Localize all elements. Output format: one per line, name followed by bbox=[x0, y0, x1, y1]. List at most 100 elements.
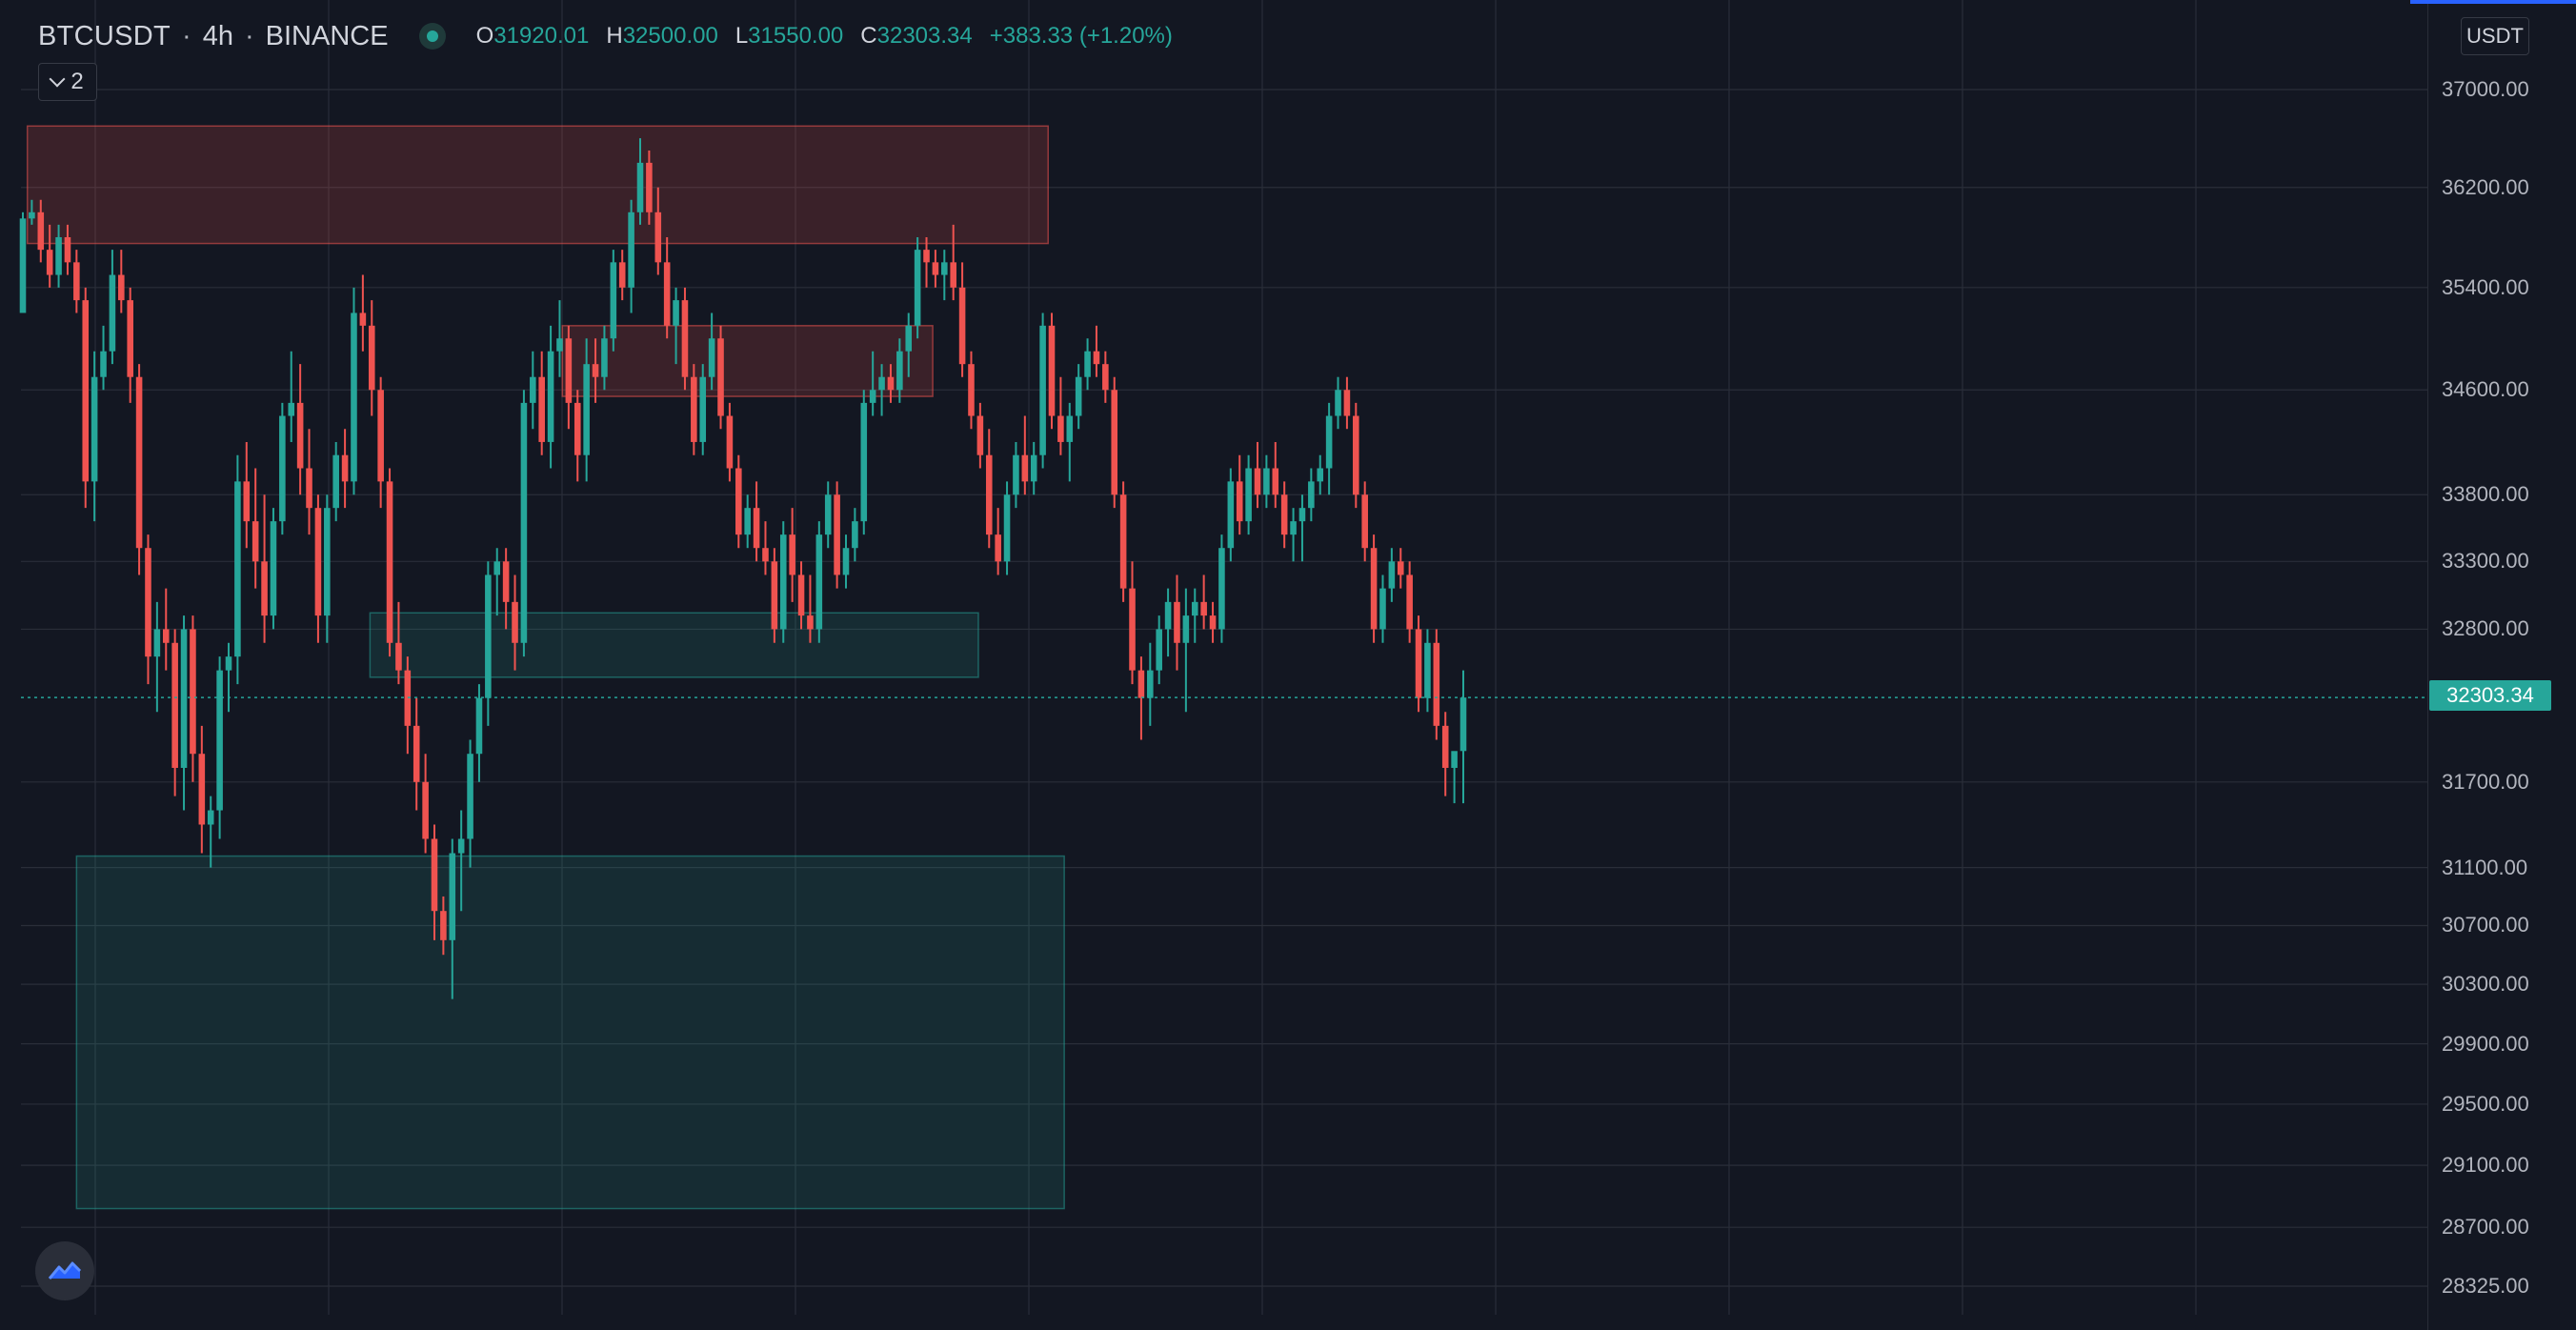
candle-body bbox=[1298, 508, 1306, 522]
candle-body bbox=[717, 338, 724, 416]
price-tick-label: 35400.00 bbox=[2442, 274, 2529, 299]
price-tick-label: 33300.00 bbox=[2442, 549, 2529, 574]
candle-body bbox=[1147, 670, 1154, 698]
candle-body bbox=[1093, 351, 1100, 365]
candle-body bbox=[950, 262, 956, 288]
candle-body bbox=[1379, 588, 1386, 630]
candle-body bbox=[923, 250, 930, 263]
candle-body bbox=[681, 300, 689, 377]
chevron-down-icon bbox=[49, 71, 66, 88]
candle-body bbox=[735, 468, 742, 535]
supply-zone bbox=[26, 125, 1049, 245]
candle-body bbox=[351, 312, 357, 482]
candle-body bbox=[1013, 454, 1019, 495]
candle-body bbox=[1182, 615, 1190, 643]
close-label: C bbox=[860, 23, 877, 49]
zone-rectangles bbox=[26, 125, 1065, 1210]
candle-body bbox=[976, 415, 984, 455]
candle-body bbox=[860, 402, 868, 522]
candle-body bbox=[512, 601, 518, 643]
candle-body bbox=[162, 629, 170, 643]
candle-body bbox=[314, 508, 322, 616]
candle-body bbox=[225, 656, 232, 671]
candle-body bbox=[440, 911, 447, 940]
candle-body bbox=[610, 262, 617, 339]
candle-body bbox=[941, 262, 948, 275]
candle-body bbox=[968, 364, 975, 416]
candle-body bbox=[601, 338, 608, 377]
low-value: 31550.00 bbox=[748, 23, 844, 49]
separator: · bbox=[182, 20, 191, 51]
price-axis[interactable] bbox=[2427, 0, 2576, 1330]
low-label: L bbox=[735, 23, 749, 49]
candle-body bbox=[852, 521, 858, 549]
price-tick-label: 29900.00 bbox=[2442, 1031, 2529, 1056]
candle-body bbox=[449, 853, 456, 940]
price-tick-label: 28325.00 bbox=[2442, 1274, 2529, 1298]
candle-body bbox=[1057, 415, 1064, 442]
indicators-count: 2 bbox=[70, 69, 84, 94]
candle-body bbox=[1174, 601, 1180, 643]
candle-body bbox=[1459, 697, 1467, 752]
candle-body bbox=[556, 338, 563, 352]
candle-body bbox=[905, 325, 913, 352]
price-tick-label: 31100.00 bbox=[2442, 855, 2528, 879]
candle-body bbox=[324, 508, 331, 616]
candle-body bbox=[797, 574, 805, 616]
candle-body bbox=[198, 754, 206, 825]
candle-body bbox=[824, 494, 832, 535]
candle-body bbox=[807, 615, 814, 630]
price-tick-label: 36200.00 bbox=[2442, 174, 2529, 199]
candle-body bbox=[386, 481, 393, 643]
candle-body bbox=[887, 376, 895, 391]
candle-body bbox=[779, 534, 787, 630]
candle-body bbox=[538, 376, 545, 442]
candle-body bbox=[1111, 390, 1118, 495]
market-open-dot-icon bbox=[418, 23, 446, 50]
candle-body bbox=[574, 402, 581, 455]
candle-body bbox=[216, 670, 223, 811]
candle-body bbox=[1245, 468, 1252, 522]
candle-body bbox=[368, 325, 375, 391]
candle-body bbox=[118, 274, 125, 301]
candle-body bbox=[73, 262, 80, 301]
candle-body bbox=[1280, 494, 1288, 535]
symbol-name[interactable]: BTCUSDT bbox=[38, 20, 171, 51]
candle-body bbox=[1451, 751, 1458, 768]
candle-body bbox=[46, 250, 53, 275]
tradingview-logo-icon[interactable] bbox=[35, 1241, 94, 1300]
candle-body bbox=[1290, 521, 1297, 535]
candle-body bbox=[530, 376, 536, 403]
candle-body bbox=[914, 250, 921, 326]
indicators-toggle-button[interactable]: 2 bbox=[38, 63, 97, 101]
candle-body bbox=[592, 364, 599, 377]
candle-body bbox=[1254, 468, 1261, 495]
candle-body bbox=[332, 454, 339, 509]
candle-body bbox=[64, 236, 71, 263]
candle-body bbox=[306, 468, 312, 509]
demand-zone bbox=[75, 855, 1065, 1210]
candle-body bbox=[1415, 629, 1422, 698]
candle-body bbox=[279, 415, 286, 522]
candle-body bbox=[1039, 325, 1046, 455]
candle-body bbox=[1048, 325, 1056, 416]
candle-body bbox=[1263, 468, 1270, 495]
candle-body bbox=[1441, 725, 1449, 768]
candle-body bbox=[261, 561, 268, 616]
candle-body bbox=[1075, 376, 1082, 416]
candle-body bbox=[91, 376, 98, 482]
candle-body bbox=[618, 262, 626, 288]
price-tick-label: 28700.00 bbox=[2442, 1215, 2529, 1239]
candle-body bbox=[485, 574, 492, 698]
candle-body bbox=[1030, 454, 1037, 482]
candle-body bbox=[171, 642, 178, 768]
interval-label[interactable]: 4h bbox=[202, 20, 233, 51]
candle-body bbox=[1156, 629, 1162, 671]
candle-body bbox=[493, 561, 501, 575]
candle-body bbox=[1164, 601, 1172, 630]
currency-button[interactable]: USDT bbox=[2461, 17, 2529, 55]
candle-body bbox=[646, 162, 653, 212]
candle-body bbox=[1236, 481, 1243, 522]
candle-body bbox=[37, 212, 45, 251]
